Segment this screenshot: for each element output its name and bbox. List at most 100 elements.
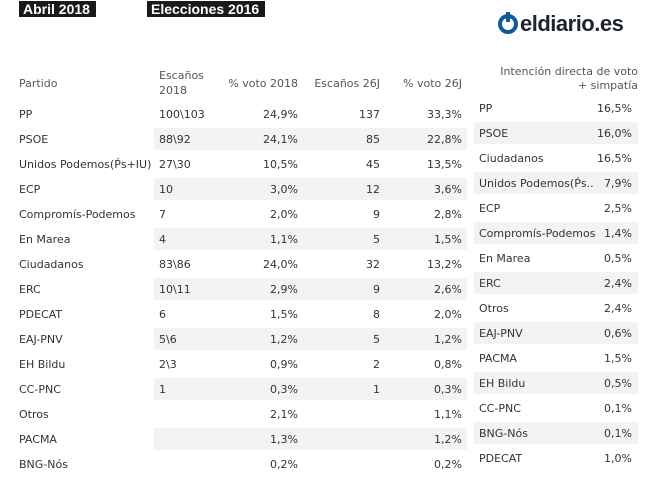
cell-intention: 16,5% [597, 102, 632, 115]
row-band [154, 278, 467, 300]
cell-vote-26j: 2,8% [434, 208, 462, 221]
cell-party: PACMA [19, 433, 57, 446]
cell-intention: 7,9% [604, 177, 632, 190]
cell-seats-2018: 4 [159, 233, 166, 246]
cell-intention: 2,4% [604, 277, 632, 290]
cell-intention: 1,0% [604, 452, 632, 465]
row-band [474, 422, 638, 444]
cell-vote-26j: 33,3% [427, 108, 462, 121]
cell-party: EAJ-PNV [479, 327, 523, 340]
header-party: Partido [19, 77, 58, 90]
cell-vote-26j: 2,0% [434, 308, 462, 321]
cell-party: PP [19, 108, 33, 121]
cell-party: Otros [19, 408, 49, 421]
cell-vote-2018: 24,1% [263, 133, 298, 146]
cell-vote-2018: 3,0% [270, 183, 298, 196]
cell-vote-26j: 1,2% [434, 433, 462, 446]
cell-vote-26j: 1,2% [434, 333, 462, 346]
cell-seats-2018: 10 [159, 183, 173, 196]
header-vote-26j: % voto 26J [403, 77, 462, 90]
cell-intention: 0,5% [604, 252, 632, 265]
row-band [154, 178, 467, 200]
row-band [154, 428, 467, 450]
cell-seats-26j: 45 [366, 158, 380, 171]
cell-vote-26j: 22,8% [427, 133, 462, 146]
period-tag-elections-2016: Elecciones 2016 [147, 1, 265, 17]
cell-party: PDECAT [19, 308, 63, 321]
cell-vote-26j: 13,2% [427, 258, 462, 271]
header-seats-2018-line1: Escaños [159, 69, 204, 82]
cell-seats-26j: 2 [373, 358, 380, 371]
row-band [474, 372, 638, 394]
cell-intention: 2,4% [604, 302, 632, 315]
cell-party: Unidos Podemos(Ṕs+IU) [19, 158, 152, 171]
row-band [474, 222, 638, 244]
cell-intention: 1,4% [604, 227, 632, 240]
cell-party: PACMA [479, 352, 517, 365]
header-seats-26j: Escaños 26J [314, 77, 380, 90]
cell-seats-26j: 85 [366, 133, 380, 146]
row-band [154, 328, 467, 350]
cell-vote-2018: 24,9% [263, 108, 298, 121]
cell-party: Compromís-Podemos [479, 227, 596, 240]
cell-party: ECP [19, 183, 41, 196]
cell-vote-2018: 0,2% [270, 458, 298, 471]
cell-intention: 0,5% [604, 377, 632, 390]
cell-intention: 0,6% [604, 327, 632, 340]
cell-vote-2018: 0,3% [270, 383, 298, 396]
cell-party: BNG-Nós [479, 427, 528, 440]
cell-seats-26j: 8 [373, 308, 380, 321]
cell-party: En Marea [479, 252, 531, 265]
cell-vote-26j: 0,8% [434, 358, 462, 371]
row-band [474, 272, 638, 294]
cell-seats-2018: 2\3 [159, 358, 177, 371]
cell-party: CC-PNC [479, 402, 521, 415]
cell-party: Ciudadanos [479, 152, 544, 165]
cell-seats-2018: 5\6 [159, 333, 177, 346]
cell-party: EH Bildu [19, 358, 66, 371]
cell-party: Ciudadanos [19, 258, 84, 271]
cell-vote-2018: 1,5% [270, 308, 298, 321]
cell-seats-2018: 1 [159, 383, 166, 396]
cell-party: EAJ-PNV [19, 333, 63, 346]
cell-seats-2018: 6 [159, 308, 166, 321]
cell-vote-2018: 2,0% [270, 208, 298, 221]
cell-vote-26j: 0,3% [434, 383, 462, 396]
cell-party: PSOE [19, 133, 49, 146]
cell-vote-2018: 2,1% [270, 408, 298, 421]
logo-text: eldiario.es [520, 11, 624, 36]
cell-seats-26j: 12 [366, 183, 380, 196]
logo-ring-icon [498, 12, 518, 34]
row-band [154, 228, 467, 250]
cell-vote-2018: 1,1% [270, 233, 298, 246]
cell-vote-2018: 0,9% [270, 358, 298, 371]
cell-party: PDECAT [479, 452, 523, 465]
cell-vote-2018: 10,5% [263, 158, 298, 171]
cell-party: En Marea [19, 233, 71, 246]
cell-vote-26j: 3,6% [434, 183, 462, 196]
cell-seats-26j: 5 [373, 233, 380, 246]
cell-party: ERC [19, 283, 41, 296]
cell-seats-26j: 9 [373, 283, 380, 296]
cell-vote-26j: 1,5% [434, 233, 462, 246]
row-band [474, 322, 638, 344]
cell-seats-2018: 7 [159, 208, 166, 221]
cell-vote-26j: 0,2% [434, 458, 462, 471]
cell-seats-2018: 88\92 [159, 133, 191, 146]
cell-intention: 0,1% [604, 402, 632, 415]
header-vote-2018: % voto 2018 [228, 77, 298, 90]
cell-vote-2018: 1,2% [270, 333, 298, 346]
header-direct-intention-line2: + simpatía [577, 79, 638, 92]
cell-vote-2018: 1,3% [270, 433, 298, 446]
cell-seats-26j: 137 [359, 108, 380, 121]
cell-party: BNG-Nós [19, 458, 68, 471]
row-band [154, 378, 467, 400]
cell-seats-2018: 27\30 [159, 158, 191, 171]
cell-seats-26j: 32 [366, 258, 380, 271]
cell-intention: 16,5% [597, 152, 632, 165]
header-seats-2018-line2: 2018 [159, 84, 187, 97]
cell-seats-2018: 10\11 [159, 283, 191, 296]
cell-party: Compromís-Podemos [19, 208, 136, 221]
cell-intention: 2,5% [604, 202, 632, 215]
cell-vote-26j: 1,1% [434, 408, 462, 421]
